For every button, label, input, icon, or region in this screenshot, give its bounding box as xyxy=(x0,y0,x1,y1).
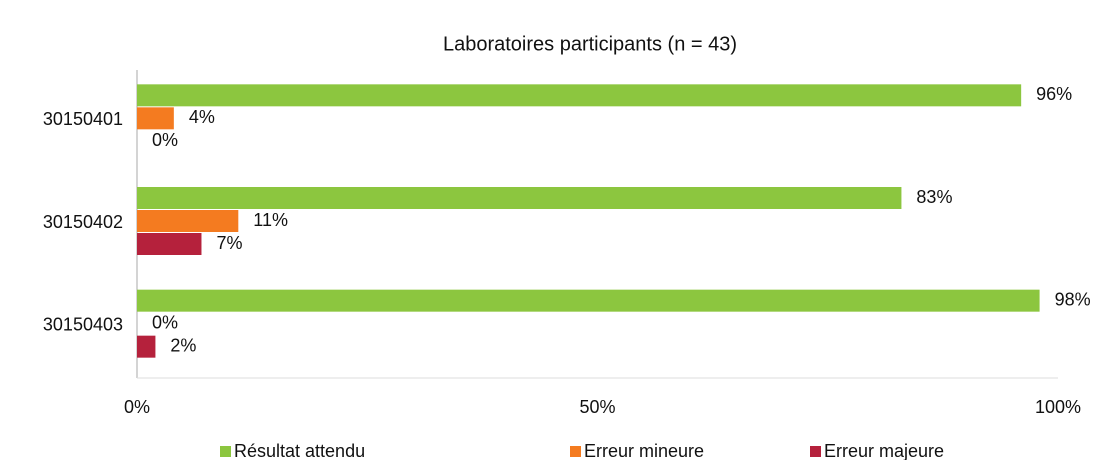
x-tick-label: 0% xyxy=(124,397,150,417)
y-tick-label: 30150402 xyxy=(43,212,123,232)
bar xyxy=(137,289,1040,312)
legend-swatch xyxy=(220,446,231,457)
legend-swatch xyxy=(570,446,581,457)
y-tick-label: 30150403 xyxy=(43,314,123,334)
legend-label: Résultat attendu xyxy=(234,441,365,460)
bar xyxy=(137,233,202,255)
bar xyxy=(137,84,1022,107)
data-label: 83% xyxy=(916,187,952,207)
y-tick-label: 30150401 xyxy=(43,109,123,129)
data-label: 7% xyxy=(216,233,242,253)
data-label: 98% xyxy=(1055,289,1091,309)
data-label: 4% xyxy=(189,107,215,127)
legend-swatch xyxy=(810,446,821,457)
bar xyxy=(137,187,902,209)
legend-label: Erreur majeure xyxy=(824,441,944,460)
data-label: 11% xyxy=(253,210,288,230)
x-tick-label: 100% xyxy=(1035,397,1081,417)
data-label: 0% xyxy=(152,130,178,150)
data-label: 2% xyxy=(170,335,196,355)
bar xyxy=(137,107,174,130)
bar xyxy=(137,210,239,232)
chart-title: Laboratoires participants (n = 43) xyxy=(443,33,737,55)
legend-label: Erreur mineure xyxy=(584,441,704,460)
bar xyxy=(137,335,156,358)
data-label: 0% xyxy=(152,312,178,332)
x-tick-label: 50% xyxy=(579,397,615,417)
data-label: 96% xyxy=(1036,84,1072,104)
